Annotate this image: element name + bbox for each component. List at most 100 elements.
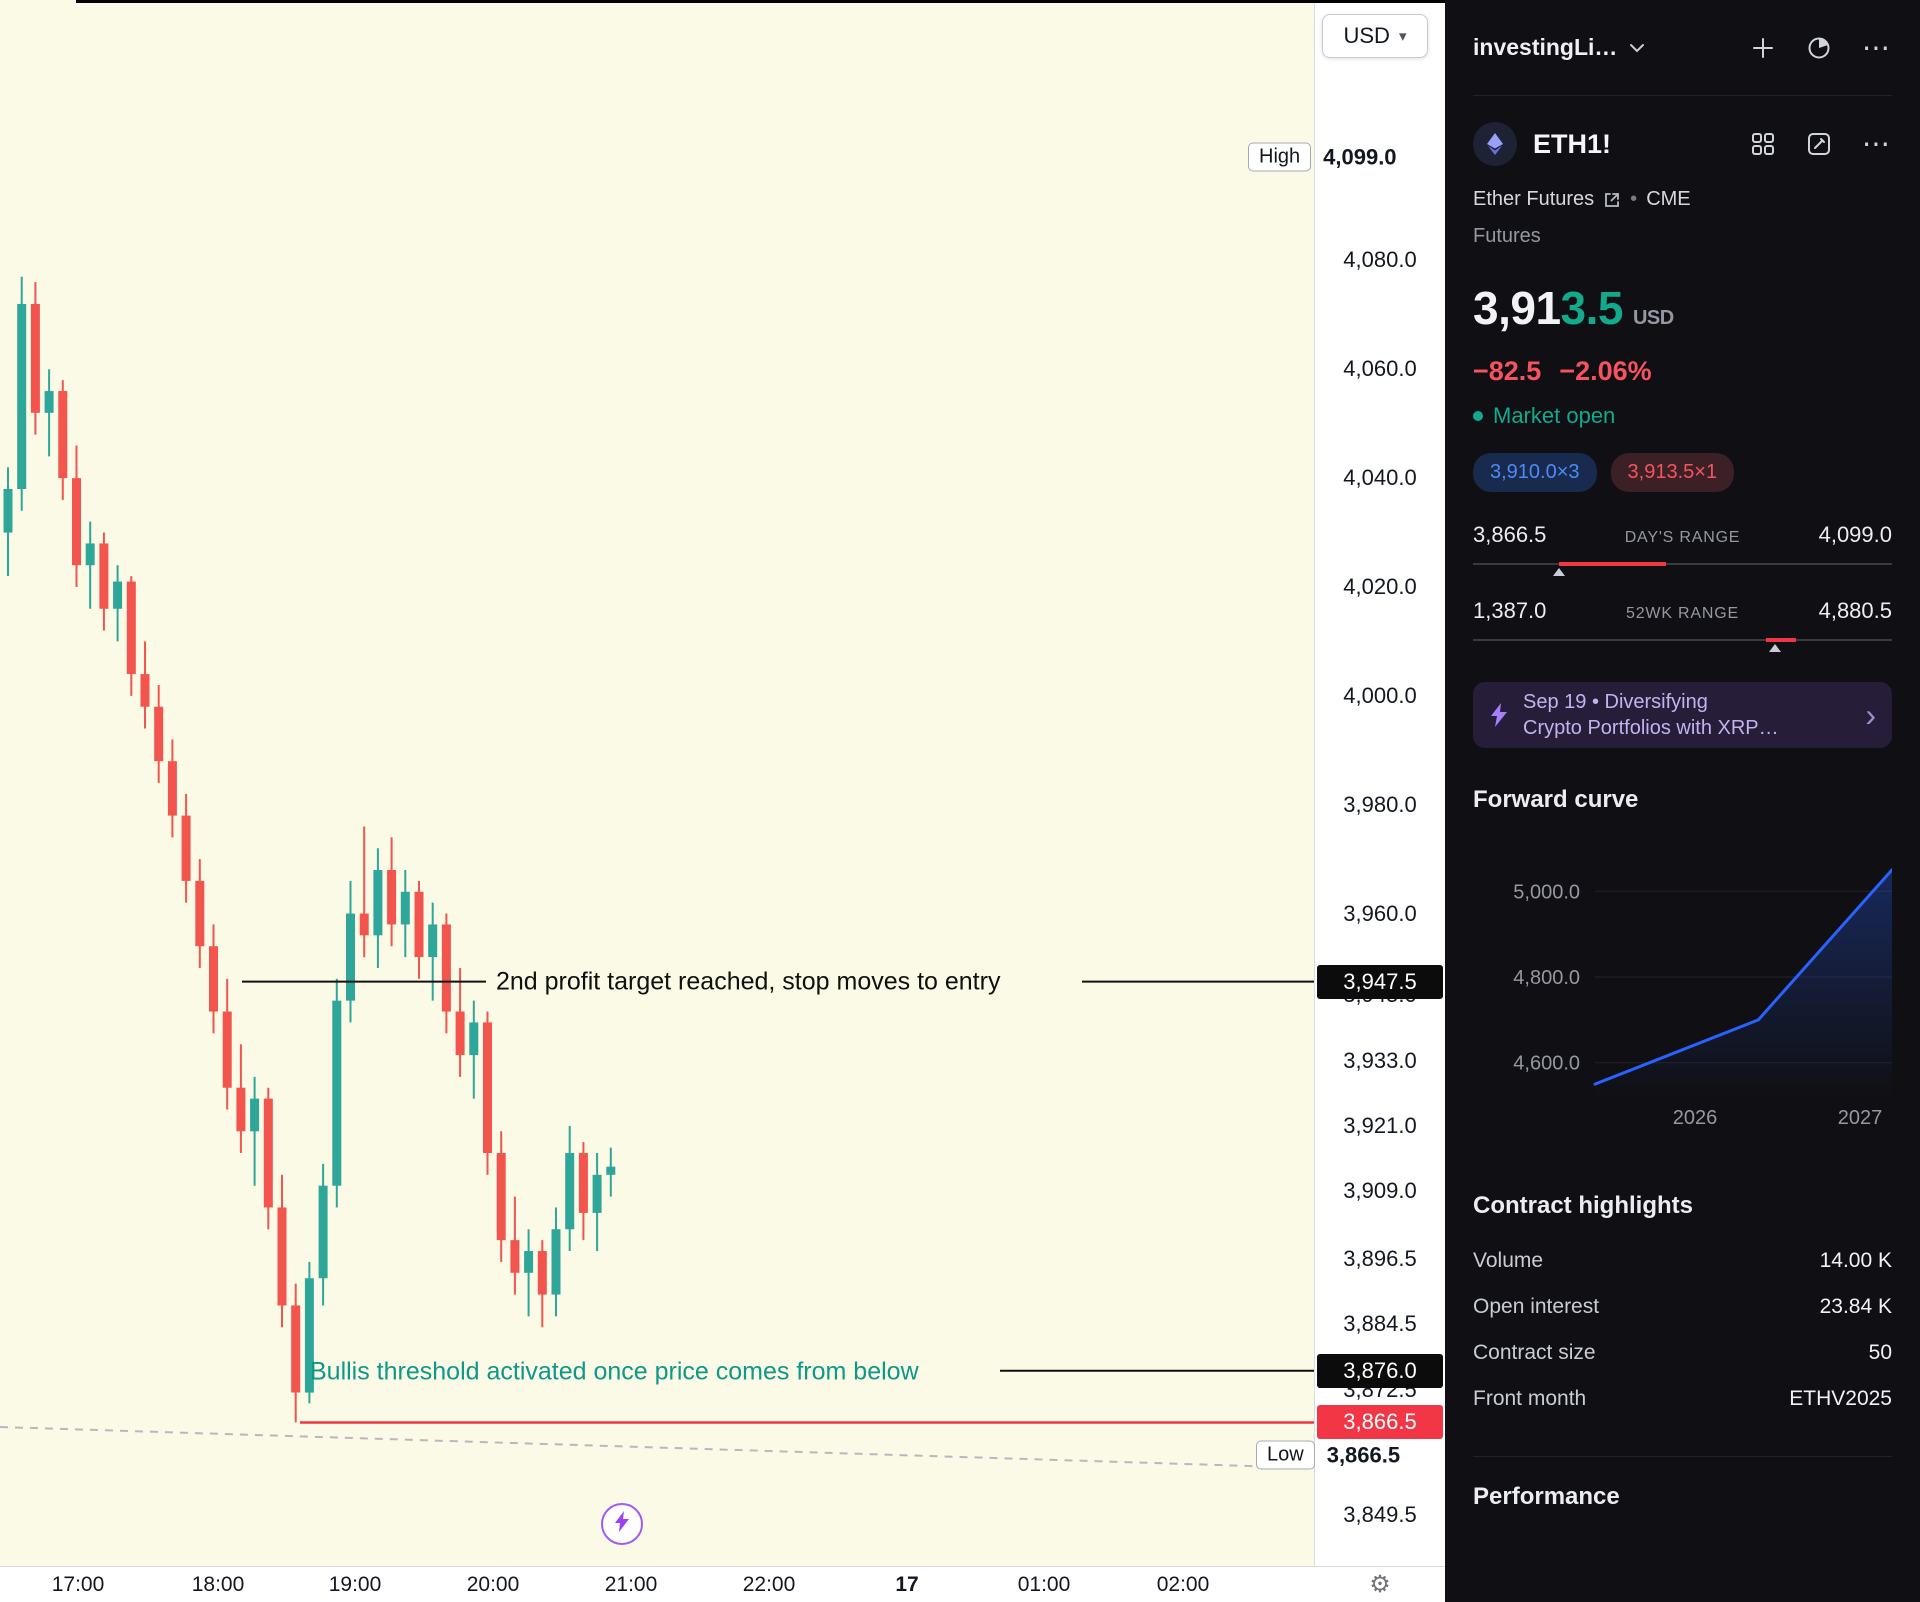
- grid-layout-icon[interactable]: [1750, 131, 1776, 157]
- time-axis-label: 22:00: [742, 1572, 796, 1596]
- currency-selector-value: USD: [1343, 23, 1390, 48]
- ask-pill[interactable]: 3,913.5×1: [1610, 453, 1735, 492]
- watchlist-selector[interactable]: investingLi…: [1473, 34, 1645, 61]
- row-label: Contract size: [1473, 1341, 1596, 1364]
- change-absolute: −82.5: [1473, 356, 1542, 386]
- chevron-right-icon: ›: [1865, 697, 1876, 733]
- days-range-marker: [1552, 568, 1565, 576]
- row-value: ETHV2025: [1789, 1387, 1892, 1410]
- more-options-button[interactable]: ⋯: [1862, 31, 1892, 63]
- price-axis-label: 4,040.0: [1343, 465, 1417, 491]
- settings-gear-icon[interactable]: ⚙: [1369, 1570, 1391, 1598]
- days-range-high: 4,099.0: [1818, 522, 1892, 547]
- lightning-icon: [614, 1510, 630, 1538]
- 52wk-range-bar: [1473, 634, 1892, 652]
- stop-line-price-tag: 3,866.5: [1317, 1405, 1443, 1440]
- price-axis-label: 4,020.0: [1343, 573, 1417, 599]
- time-axis-label: 01:00: [1017, 1572, 1071, 1596]
- 52wk-range-marker: [1768, 644, 1781, 652]
- 52wk-range-block: 1,387.0 52WK RANGE 4,880.5: [1473, 598, 1892, 652]
- high-value: 4,099.0: [1323, 144, 1397, 169]
- time-axis[interactable]: 17:00 18:00 19:00 20:00 21:00 22:00 17 01:00 02:…: [0, 1566, 1445, 1602]
- days-range-low: 3,866.5: [1473, 522, 1547, 547]
- lightning-icon: [1489, 702, 1509, 728]
- news-banner[interactable]: Sep 19 • Diversifying Crypto Portfolios …: [1473, 682, 1892, 748]
- watchlist-title: investingLi…: [1473, 34, 1618, 60]
- time-axis-label: 21:00: [604, 1572, 658, 1596]
- price-axis-label: 3,933.0: [1343, 1047, 1417, 1073]
- annotation-profit-target[interactable]: 2nd profit target reached, stop moves to…: [496, 967, 1001, 996]
- pie-chart-icon[interactable]: [1806, 35, 1832, 61]
- price-axis-label: 4,000.0: [1343, 682, 1417, 708]
- symbol-description[interactable]: Ether Futures: [1473, 188, 1595, 210]
- bid-ask-row: 3,910.0×3 3,913.5×1: [1473, 453, 1892, 492]
- symbol-exchange: CME: [1646, 188, 1691, 210]
- row-label: Front month: [1473, 1387, 1587, 1410]
- time-axis-label: 17:00: [51, 1572, 105, 1596]
- candlestick-chart-pane[interactable]: 2nd profit target reached, stop moves to…: [0, 0, 1314, 1566]
- bullish-threshold-price-tag: 3,876.0: [1317, 1353, 1443, 1388]
- top-border: [76, 0, 1445, 3]
- 52wk-range-high: 4,880.5: [1818, 598, 1892, 623]
- row-value: 14.00 K: [1819, 1249, 1892, 1272]
- news-line1: Sep 19 • Diversifying: [1523, 691, 1708, 713]
- high-badge: High: [1248, 142, 1312, 172]
- 52wk-range-low: 1,387.0: [1473, 598, 1547, 623]
- row-label: Volume: [1473, 1249, 1544, 1272]
- price-axis[interactable]: 4,080.0 4,060.0 4,040.0 4,020.0 4,000.0 3,980…: [1314, 0, 1445, 1566]
- forward-curve-y-label: 4,600.0: [1513, 1053, 1580, 1075]
- time-axis-label: 20:00: [466, 1572, 520, 1596]
- details-panel: investingLi… ⋯ ETH1!: [1445, 0, 1920, 1602]
- price-fraction-part: 3.5: [1560, 282, 1624, 334]
- time-axis-label: 18:00: [191, 1572, 245, 1596]
- forward-curve-x-label: 2026: [1673, 1107, 1718, 1129]
- chevron-down-icon: [1629, 43, 1645, 53]
- price-axis-label: 3,980.0: [1343, 791, 1417, 817]
- low-value: 3,866.5: [1326, 1442, 1401, 1468]
- last-price: 3,913.5 USD: [1473, 282, 1892, 344]
- days-range-label: DAY'S RANGE: [1624, 529, 1741, 546]
- candlestick-chart: [0, 276, 1314, 1469]
- forward-curve-chart: 5,000.0 4,800.0 4,600.0 2026 2027: [1513, 868, 1892, 1129]
- table-row: Volume 14.00 K: [1473, 1238, 1892, 1284]
- news-line2: Crypto Portfolios with XRP…: [1523, 717, 1779, 739]
- add-symbol-button[interactable]: [1750, 35, 1776, 61]
- symbol-description-row: Ether Futures • CME: [1473, 188, 1892, 211]
- price-integer-part: 3,91: [1473, 282, 1561, 334]
- change-percent: −2.06%: [1559, 356, 1652, 386]
- price-axis-label: 3,921.0: [1343, 1112, 1417, 1138]
- table-row: Contract size 50: [1473, 1330, 1892, 1376]
- days-range-block: 3,866.5 DAY'S RANGE 4,099.0: [1473, 522, 1892, 576]
- price-axis-label: 3,849.5: [1343, 1502, 1417, 1527]
- contract-highlights-table: Volume 14.00 K Open interest 23.84 K Con…: [1473, 1238, 1892, 1422]
- high-price-row: High 4,099.0: [1248, 142, 1397, 172]
- external-link-icon[interactable]: [1603, 191, 1621, 209]
- row-value: 50: [1868, 1341, 1892, 1364]
- table-row: Front month ETHV2025: [1473, 1376, 1892, 1422]
- forward-curve-y-label: 5,000.0: [1513, 881, 1580, 903]
- forward-curve-title: Forward curve: [1473, 786, 1639, 813]
- symbol-row: ETH1! ⋯: [1473, 122, 1892, 166]
- low-badge: Low: [1256, 1440, 1315, 1470]
- forward-curve-y-label: 4,800.0: [1513, 967, 1580, 989]
- edit-icon[interactable]: [1806, 131, 1832, 157]
- idea-lightning-badge[interactable]: [601, 1503, 643, 1545]
- market-status: Market open: [1493, 403, 1616, 428]
- table-row: Open interest 23.84 K: [1473, 1284, 1892, 1330]
- time-axis-label: 17: [895, 1572, 919, 1596]
- watchlist-header: investingLi… ⋯: [1473, 0, 1892, 96]
- profit-target-price-tag: 3,947.5: [1317, 964, 1443, 999]
- time-axis-label: 02:00: [1156, 1572, 1210, 1596]
- instrument-type: Futures: [1473, 225, 1541, 247]
- forward-curve-x-label: 2027: [1838, 1107, 1883, 1129]
- bid-pill[interactable]: 3,910.0×3: [1473, 453, 1597, 492]
- chevron-down-icon: ▾: [1398, 28, 1407, 45]
- symbol-ticker[interactable]: ETH1!: [1533, 128, 1612, 159]
- annotation-bullish-threshold[interactable]: Bullis threshold activated once price co…: [310, 1357, 919, 1386]
- currency-selector[interactable]: USD ▾: [1322, 14, 1428, 58]
- more-options-icon[interactable]: ⋯: [1862, 128, 1892, 159]
- price-axis-label: 3,909.0: [1343, 1178, 1417, 1204]
- row-value: 23.84 K: [1819, 1295, 1892, 1318]
- price-axis-label: 3,884.5: [1343, 1311, 1417, 1337]
- price-change-row: −82.5 −2.06%: [1473, 356, 1892, 387]
